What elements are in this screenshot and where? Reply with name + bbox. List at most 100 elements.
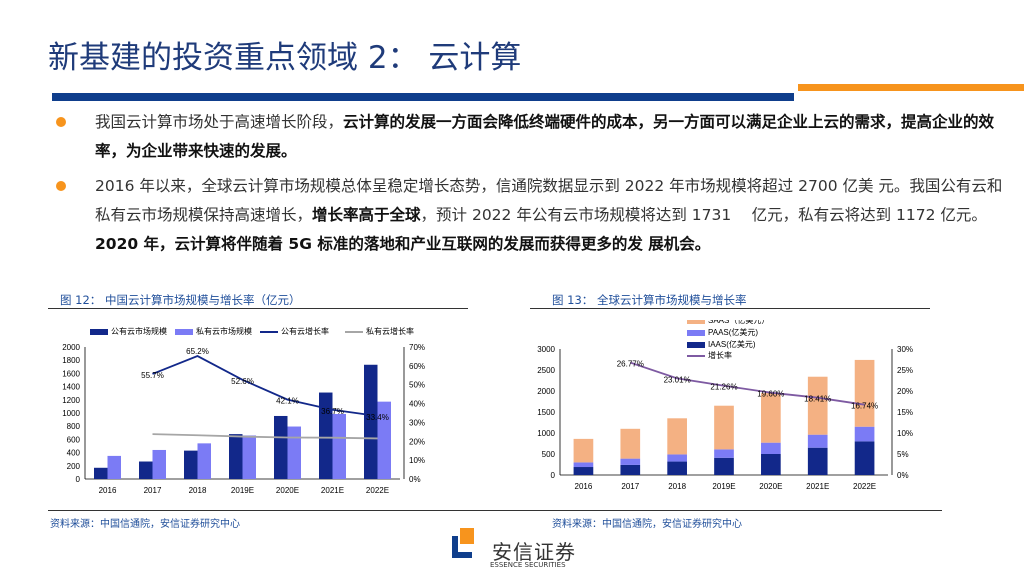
y2-tick-label: 70% — [409, 343, 425, 352]
bar-PAAS(亿美元) — [807, 434, 828, 448]
x-tick-label: 2017 — [621, 482, 639, 491]
x-tick-label: 2020E — [759, 482, 782, 491]
bullet-paragraph-2: 2016 年以来，全球云计算市场规模总体呈稳定增长态势，信通院数据显示到 202… — [95, 172, 1007, 259]
y-tick-label: 600 — [67, 435, 81, 444]
bar-私有云市场规模 — [242, 435, 256, 479]
bar-私有云市场规模 — [332, 413, 346, 479]
y-tick-label: 2500 — [537, 366, 555, 375]
data-label: 52.6% — [231, 377, 254, 386]
y-tick-label: 500 — [542, 450, 556, 459]
data-label: 16.74% — [851, 402, 878, 411]
y2-tick-label: 25% — [897, 366, 913, 375]
source-rule — [48, 510, 942, 511]
legend-label: 私有云市场规模 — [196, 326, 252, 336]
y-tick-label: 1000 — [537, 429, 555, 438]
y-tick-label: 2000 — [62, 343, 80, 352]
bar-私有云市场规模 — [377, 401, 391, 479]
y-tick-label: 1800 — [62, 356, 80, 365]
paragraph-segment: 云计算的发展一方面会降低终端硬件的成本，另一方面可以满足企业上云的需求，提高企业… — [95, 113, 995, 160]
legend-label: 增长率 — [708, 350, 732, 360]
legend-label: IAAS(亿美元) — [708, 339, 756, 349]
legend-swatch — [687, 342, 705, 348]
data-label: 26.77% — [617, 360, 644, 369]
bar-公有云市场规模 — [364, 364, 378, 479]
page-title: 新基建的投资重点领域 2： 云计算 — [48, 40, 522, 76]
bar-PAAS(亿美元) — [761, 442, 781, 454]
bar-公有云市场规模 — [229, 434, 243, 479]
y-tick-label: 1000 — [62, 409, 80, 418]
bullet-paragraph-1: 我国云计算市场处于高速增长阶段，云计算的发展一方面会降低终端硬件的成本，另一方面… — [95, 108, 1007, 166]
y2-tick-label: 10% — [409, 456, 425, 465]
figure12-rule — [48, 308, 468, 309]
chart-china-cloud: 0 200 400 600 800 1000 1200 1400 1600 1800 2000 0% 1… — [62, 326, 425, 495]
x-tick-label: 2017 — [144, 486, 162, 495]
data-label: 36.7% — [321, 407, 344, 416]
figure12-caption: 图 12： 中国云计算市场规模与增长率（亿元） — [60, 293, 301, 307]
legend-label: PAAS(亿美元) — [708, 327, 758, 337]
legend-label: SAAS（亿美元） — [708, 320, 769, 325]
y2-tick-label: 0% — [897, 471, 909, 480]
x-tick-label: 2018 — [668, 482, 686, 491]
figure13-caption: 图 13： 全球云计算市场规模与增长率 — [552, 293, 747, 307]
bar-PAAS(亿美元) — [854, 426, 875, 442]
data-label: 55.7% — [141, 371, 164, 380]
logo-name: 安信证券 — [492, 540, 576, 564]
y-tick-label: 2000 — [537, 387, 555, 396]
y-tick-label: 1200 — [62, 396, 80, 405]
figure12-source: 资料来源：中国信通院，安信证券研究中心 — [50, 519, 240, 530]
y-tick-label: 1600 — [62, 369, 80, 378]
bar-私有云市场规模 — [197, 443, 211, 479]
y2-tick-label: 20% — [409, 437, 425, 446]
bar-SAAS（亿美元） — [854, 359, 875, 427]
x-tick-label: 2022E — [366, 486, 389, 495]
legend-swatch — [687, 330, 705, 336]
x-tick-label: 2020E — [276, 486, 299, 495]
bar-SAAS（亿美元） — [620, 428, 641, 459]
bullet-dot-icon — [56, 117, 66, 127]
data-label: 23.01% — [664, 375, 691, 384]
bar-公有云市场规模 — [184, 450, 198, 479]
x-tick-label: 2021E — [806, 482, 829, 491]
y2-tick-label: 5% — [897, 450, 909, 459]
line-私有云增长率 — [152, 433, 378, 440]
y-tick-label: 1500 — [537, 408, 555, 417]
bar-SAAS（亿美元） — [807, 376, 828, 435]
legend-label: 公有云增长率 — [281, 326, 329, 336]
data-label: 33.4% — [366, 413, 389, 422]
bar-IAAS(亿美元) — [714, 457, 734, 475]
paragraph-segment: 2016 年以来，全球云计算市场规模总体呈稳定增长态势，信通院数据显示到 202… — [95, 177, 1003, 224]
title-accent-bar — [798, 84, 1024, 91]
bar-私有云市场规模 — [287, 426, 301, 479]
data-label: 18.41% — [804, 395, 831, 404]
legend-swatch — [90, 329, 108, 335]
bar-SAAS（亿美元） — [667, 418, 687, 455]
chart-global-cloud: 0 500 1000 1500 2000 2500 3000 0% 5% 10% 15% 20% 25%… — [537, 320, 913, 491]
y2-tick-label: 10% — [897, 429, 913, 438]
logo-name-en: ESSENCE SECURITIES — [490, 561, 566, 569]
bar-SAAS（亿美元） — [714, 405, 734, 450]
logo-icon — [452, 528, 474, 558]
paragraph-segment: 我国云计算市场处于高速增长阶段， — [95, 113, 344, 131]
bar-IAAS(亿美元) — [573, 467, 594, 475]
bar-IAAS(亿美元) — [807, 447, 828, 475]
paragraph-segment: ，预计 2022 年公有云市场规模将达到 1731 亿元，私有云将达到 1172… — [420, 206, 987, 224]
bar-PAAS(亿美元) — [667, 454, 687, 462]
x-tick-label: 2019E — [712, 482, 735, 491]
x-tick-label: 2016 — [575, 482, 593, 491]
figure13-rule — [530, 308, 930, 309]
line-公有云增长率 — [152, 355, 378, 417]
y2-tick-label: 30% — [409, 418, 425, 427]
y2-tick-label: 15% — [897, 408, 913, 417]
y2-tick-label: 50% — [409, 381, 425, 390]
bar-IAAS(亿美元) — [761, 454, 781, 475]
data-label: 65.2% — [186, 347, 209, 356]
y-tick-label: 200 — [67, 462, 81, 471]
legend-swatch — [175, 329, 193, 335]
bar-IAAS(亿美元) — [854, 441, 875, 475]
legend-swatch — [687, 320, 705, 324]
line-增长率 — [629, 361, 865, 406]
data-label: 21.26% — [710, 383, 737, 392]
x-tick-label: 2018 — [189, 486, 207, 495]
bar-IAAS(亿美元) — [620, 464, 641, 475]
bullet-dot-icon — [56, 181, 66, 191]
